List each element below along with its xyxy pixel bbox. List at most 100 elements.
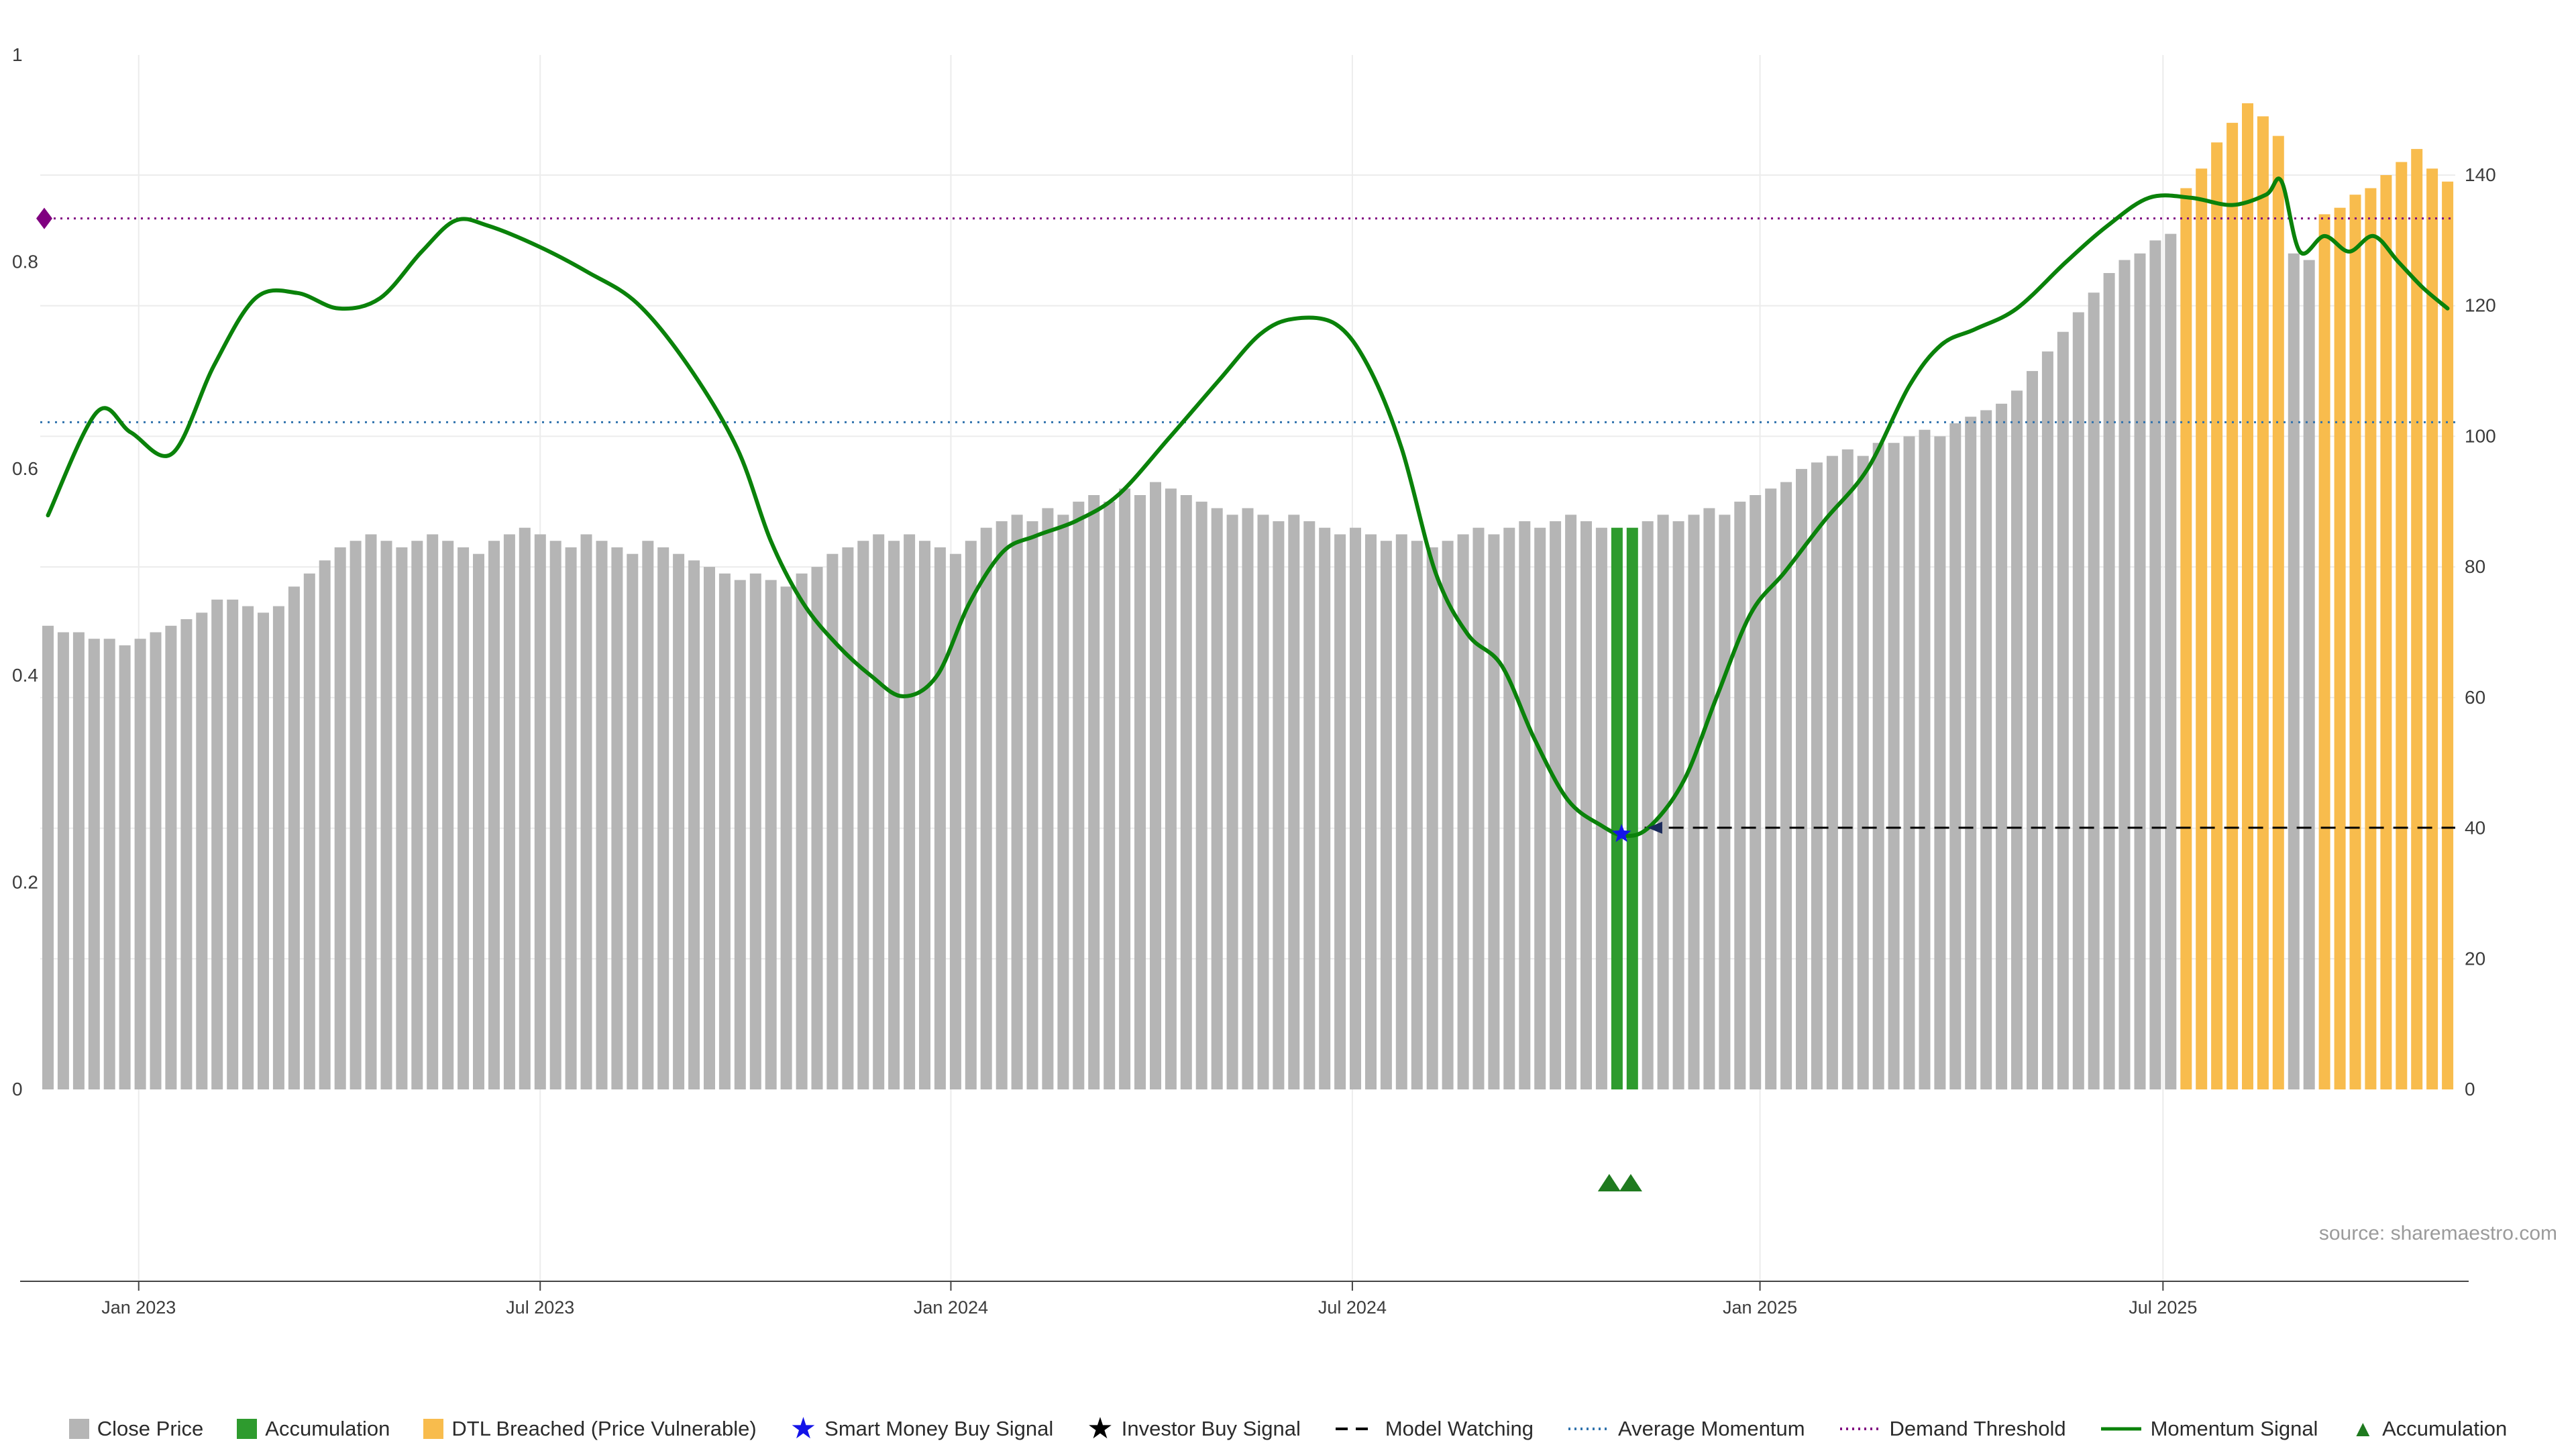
close-price-bar [627,553,639,1089]
axes: Jan 2023 Jul 2023 Jan 2024 Jul 2024 Jan 2025… [12,44,2496,1318]
close-price-bar [1750,495,1762,1089]
dtl-breached-bar [2318,214,2330,1089]
close-price-bar [842,547,854,1089]
close-price-bar [2041,351,2053,1089]
close-price-bar [427,534,439,1089]
close-price-bar [904,534,916,1089]
legend-item-demand-threshold: Demand Threshold [1839,1417,2066,1441]
dtl-breached-bar [2180,188,2192,1089]
close-price-bar [996,521,1008,1089]
close-price-bar [2072,312,2084,1089]
close-price-bar [2118,260,2131,1090]
close-price-bar [1273,521,1285,1089]
close-price-bar [442,541,454,1089]
close-price-bar [1965,417,1977,1089]
close-price-bar [1534,527,1546,1089]
accumulation-triangle-icon [1597,1174,1621,1191]
accumulation-bar [1626,527,1638,1089]
close-price-bar [780,586,792,1089]
demand-threshold-diamond-icon [36,207,52,229]
smart-money-buy-star-icon [1611,824,1631,843]
legend-label: Demand Threshold [1889,1417,2066,1440]
right-axis-tick-label: 60 [2465,687,2485,708]
close-price-bar [1488,534,1500,1089]
legend-label: Model Watching [1385,1417,1534,1440]
reference-lines [40,217,2455,829]
close-price-bar [1796,469,1807,1089]
close-price-bar [1642,521,1654,1089]
close-price-bar [2149,240,2161,1089]
dtl-breached-bar [2411,149,2423,1090]
right-axis-tick-label: 120 [2465,295,2496,316]
dtl-breached-bar [2242,103,2253,1089]
close-price-bar [1811,462,1823,1089]
close-price-bar [1719,515,1731,1089]
close-price-bar [180,619,193,1089]
close-price-bar [1657,515,1669,1089]
close-price-bar [134,639,146,1089]
close-price-bar [796,573,808,1089]
close-price-bar [519,527,531,1089]
dtl-breached-bar [2396,162,2408,1089]
legend-label: Accumulation [265,1417,390,1440]
close-price-swatch-icon [68,1419,89,1439]
close-price-bar [1595,527,1607,1089]
close-price-bar [1119,488,1131,1089]
x-axis-tick-label: Jul 2025 [2129,1297,2197,1318]
accumulation-swatch-icon: ▲ [2351,1416,2375,1442]
close-price-bar [211,599,223,1089]
close-price-bar [1550,521,1562,1089]
dtl-breached-bar [2442,181,2454,1090]
average-momentum-swatch-icon [1568,1428,1609,1430]
close-price-bar [2303,260,2315,1090]
close-price-bar [1765,488,1777,1089]
dtl-breached-bar [2426,168,2438,1089]
close-price-bar [396,547,408,1089]
close-price-bar [1350,527,1361,1089]
right-axis-tick-label: 80 [2465,556,2485,577]
close-price-bar [1903,436,1915,1089]
x-axis-tick-label: Jan 2025 [1723,1297,1797,1318]
signal-markers [36,207,1662,1191]
close-price-bar [103,639,115,1089]
close-price-bar [1734,501,1746,1089]
accumulation-triangle-icon [1619,1174,1642,1191]
close-price-bar [1319,527,1331,1089]
close-price-bar [42,625,54,1089]
close-price-bar [1165,488,1177,1089]
close-price-bar [57,632,69,1089]
close-price-bar [411,541,423,1089]
close-price-bar [642,541,654,1089]
close-price-bar [258,612,269,1089]
dtl-breached-bar [2334,207,2346,1090]
right-axis-tick-label: 0 [2465,1079,2475,1099]
close-price-bar [1088,495,1100,1089]
dtl-breached-bar [2380,175,2392,1089]
close-price-bar [1949,423,1962,1089]
close-price-bar [150,632,162,1089]
close-price-bar [873,534,885,1089]
close-price-bar [826,553,839,1089]
close-price-bar [88,639,100,1089]
close-price-bar [1150,482,1161,1089]
close-price-bar [488,541,500,1089]
close-price-bar [2027,371,2038,1089]
close-price-bar [565,547,577,1089]
close-price-bar [1134,495,1146,1089]
model-watching-swatch-icon [1335,1428,1376,1430]
legend-item-investor-buy-signal: ★ Investor Buy Signal [1087,1414,1301,1444]
right-axis-tick-label: 140 [2465,164,2496,185]
close-price-bar [165,625,177,1089]
close-price-bar [1395,534,1407,1089]
x-axis-tick-label: Jan 2024 [914,1297,988,1318]
close-price-bar [1257,515,1269,1089]
legend-label: Accumulation [2382,1417,2508,1440]
x-axis-tick-label: Jul 2023 [506,1297,574,1318]
close-price-bar [1026,521,1038,1089]
close-price-bar [934,547,946,1089]
close-price-bar [1688,515,1700,1089]
close-price-bar [1703,508,1715,1089]
legend-label: Momentum Signal [2150,1417,2318,1440]
close-price-bar [1841,449,1854,1089]
legend-item-momentum-signal: Momentum Signal [2100,1417,2318,1441]
